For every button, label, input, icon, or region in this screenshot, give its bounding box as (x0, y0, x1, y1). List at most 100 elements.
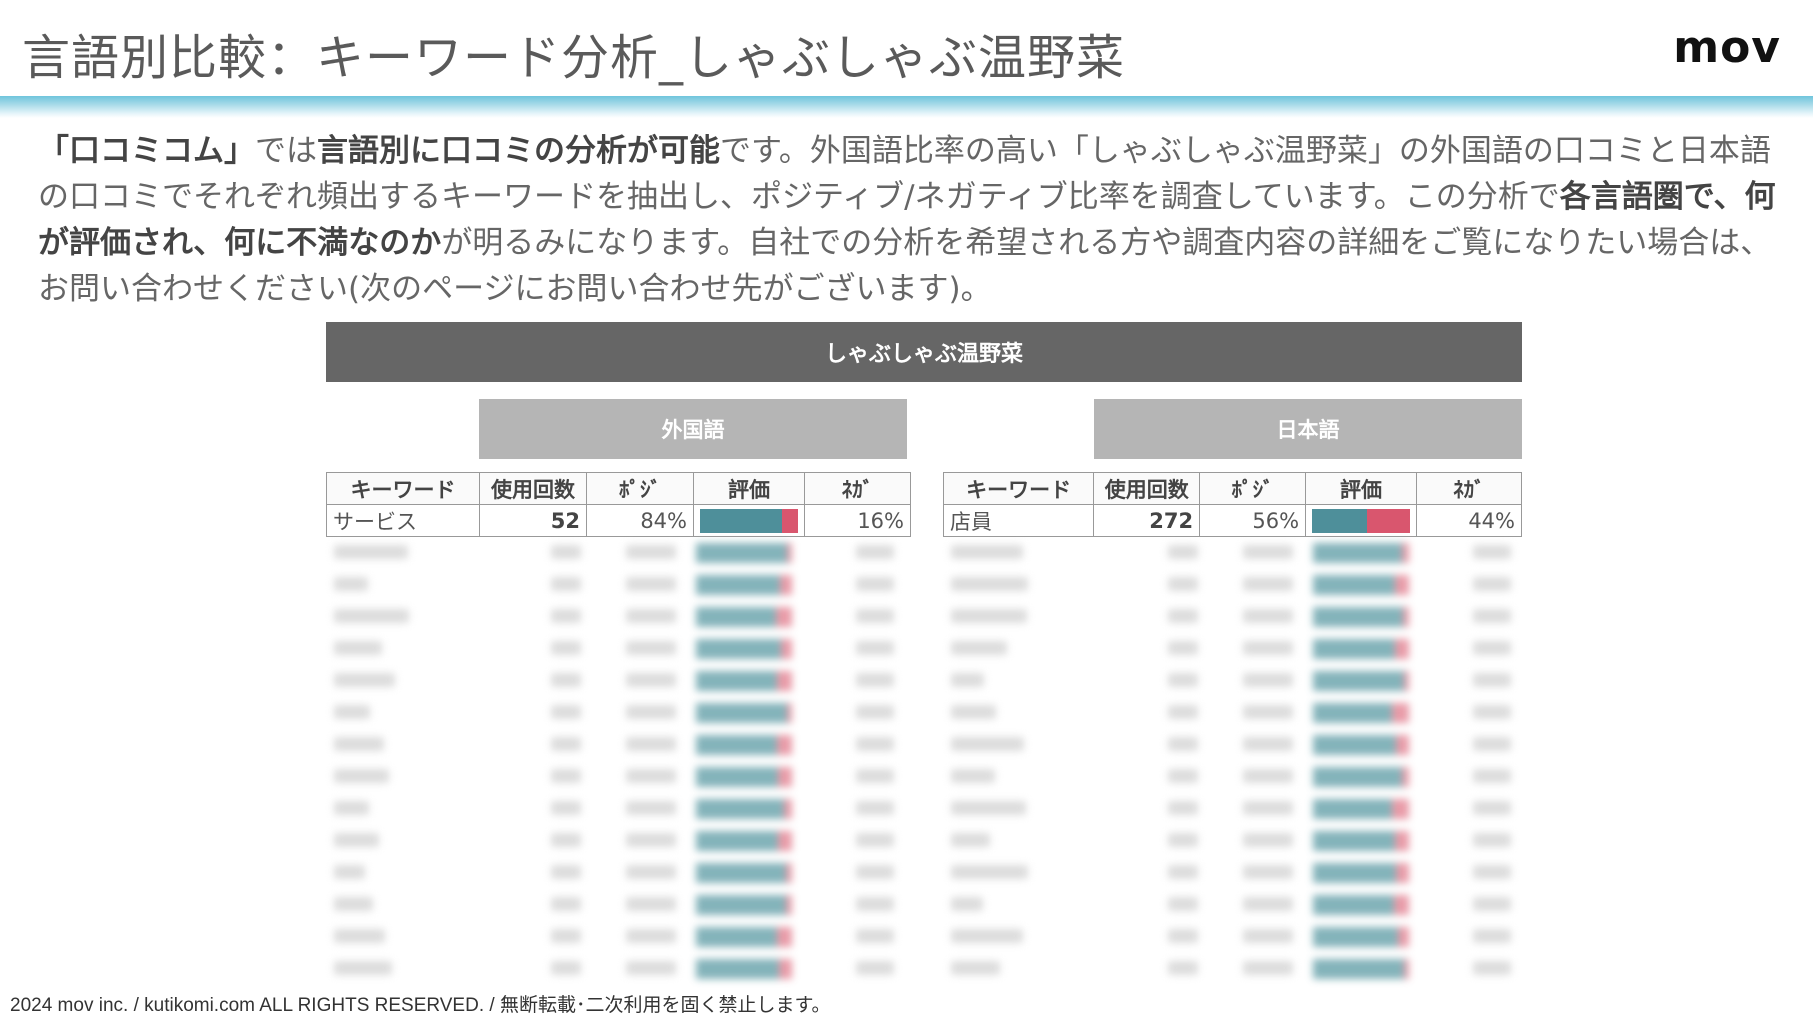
slide-title: 言語別比較：キーワード分析_しゃぶしゃぶ温野菜 (22, 30, 1126, 86)
blurred-row (326, 799, 906, 819)
blurred-negative-bar (1394, 895, 1409, 915)
blurred-row (326, 959, 906, 979)
blurred-keyword (951, 545, 1023, 559)
blurred-negative-bar (777, 671, 792, 691)
blurred-positive-bar (1313, 799, 1393, 819)
blurred-positive (1243, 577, 1293, 591)
blurred-negative (856, 865, 894, 879)
blurred-negative-bar (1402, 607, 1409, 627)
blurred-positive (1243, 897, 1293, 911)
blurred-count (1168, 641, 1198, 655)
blurred-positive (1243, 705, 1293, 719)
table-row: サービス 52 84% 16% (326, 504, 911, 537)
blurred-positive (626, 769, 676, 783)
blurred-positive (626, 801, 676, 815)
blurred-row (943, 607, 1523, 627)
blurred-negative (1473, 833, 1511, 847)
blurred-negative-bar (1395, 639, 1409, 659)
blurred-negative-bar (1395, 575, 1409, 595)
blurred-positive-bar (696, 735, 777, 755)
blurred-keyword (951, 705, 997, 719)
blurred-positive-bar (1313, 543, 1402, 563)
blurred-positive (626, 545, 676, 559)
blurred-positive (1243, 641, 1293, 655)
blurred-keyword (334, 737, 384, 751)
blurred-row (943, 703, 1523, 723)
rating-bar (700, 508, 798, 533)
blurred-keyword (334, 673, 396, 687)
blurred-negative (856, 801, 894, 815)
blurred-foreign-rows (326, 537, 906, 992)
blurred-negative (1473, 929, 1511, 943)
blurred-keyword (334, 961, 392, 975)
blurred-positive-bar (696, 639, 781, 659)
blurred-count (1168, 673, 1198, 687)
blurred-count (551, 833, 581, 847)
blurred-positive (626, 865, 676, 879)
foreign-language-header: 外国語 (479, 399, 907, 459)
blurred-positive-bar (696, 607, 776, 627)
blurred-positive-bar (696, 575, 780, 595)
blurred-negative-bar (779, 575, 792, 595)
blurred-negative (856, 609, 894, 623)
blurred-positive-bar (1313, 767, 1403, 787)
blurred-negative (856, 961, 894, 975)
blurred-count (551, 865, 581, 879)
blurred-positive-bar (696, 831, 779, 851)
blurred-count (551, 641, 581, 655)
blurred-negative-bar (1392, 799, 1409, 819)
blurred-keyword (951, 833, 991, 847)
blurred-positive (1243, 961, 1293, 975)
blurred-keyword (334, 769, 389, 783)
blurred-count (1168, 801, 1198, 815)
blurred-negative (1473, 545, 1511, 559)
blurred-positive (626, 673, 676, 687)
blurred-row (326, 767, 906, 787)
blurred-positive (626, 897, 676, 911)
intro-highlight-1: 言語別に口コミの分析が可能 (317, 133, 720, 169)
blurred-count (1168, 545, 1198, 559)
blurred-positive (1243, 737, 1293, 751)
blurred-keyword (334, 929, 386, 943)
blurred-count (1168, 865, 1198, 879)
blurred-positive-bar (696, 767, 778, 787)
rating-bar (1312, 508, 1411, 533)
positive-cell: 56% (1199, 504, 1307, 537)
negative-cell: 44% (1416, 504, 1522, 537)
blurred-keyword (951, 609, 1028, 623)
blurred-keyword (334, 577, 368, 591)
blurred-positive-bar (696, 927, 777, 947)
blurred-row (326, 831, 906, 851)
blurred-japanese-rows (943, 537, 1523, 992)
table-row: 店員 272 56% 44% (942, 504, 1522, 537)
blurred-negative (856, 737, 894, 751)
blurred-negative-bar (786, 863, 792, 883)
blurred-negative-bar (1392, 703, 1409, 723)
blurred-row (943, 959, 1523, 979)
blurred-count (551, 929, 581, 943)
blurred-positive (626, 929, 676, 943)
blurred-positive (1243, 545, 1293, 559)
column-header-count: 使用回数 (1093, 472, 1201, 505)
blurred-positive-bar (1313, 703, 1393, 723)
japanese-keyword-table: キーワード 使用回数 ﾎﾟｼﾞ 評価 ﾈｶﾞ 店員 272 56% 44% (942, 472, 1522, 537)
blurred-row (943, 671, 1523, 691)
blurred-positive (1243, 609, 1293, 623)
intro-paragraph: 「口コミコム」では言語別に口コミの分析が可能です。外国語比率の高い「しゃぶしゃぶ… (38, 128, 1778, 312)
blurred-negative (1473, 641, 1511, 655)
intro-highlight-2: 各言語圏で、何が評価され、何に不満なのか (38, 179, 1776, 261)
keyword-cell: サービス (326, 504, 480, 537)
blurred-positive-bar (696, 671, 778, 691)
blurred-negative-bar (778, 831, 792, 851)
blurred-keyword (951, 961, 1000, 975)
blurred-negative (856, 641, 894, 655)
blurred-negative (856, 833, 894, 847)
blurred-positive (1243, 865, 1293, 879)
blurred-count (1168, 609, 1198, 623)
intro-text-1: では (255, 133, 317, 169)
blurred-count (1168, 897, 1198, 911)
blurred-count (551, 801, 581, 815)
blurred-positive (626, 705, 676, 719)
blurred-count (1168, 929, 1198, 943)
blurred-negative (1473, 673, 1511, 687)
